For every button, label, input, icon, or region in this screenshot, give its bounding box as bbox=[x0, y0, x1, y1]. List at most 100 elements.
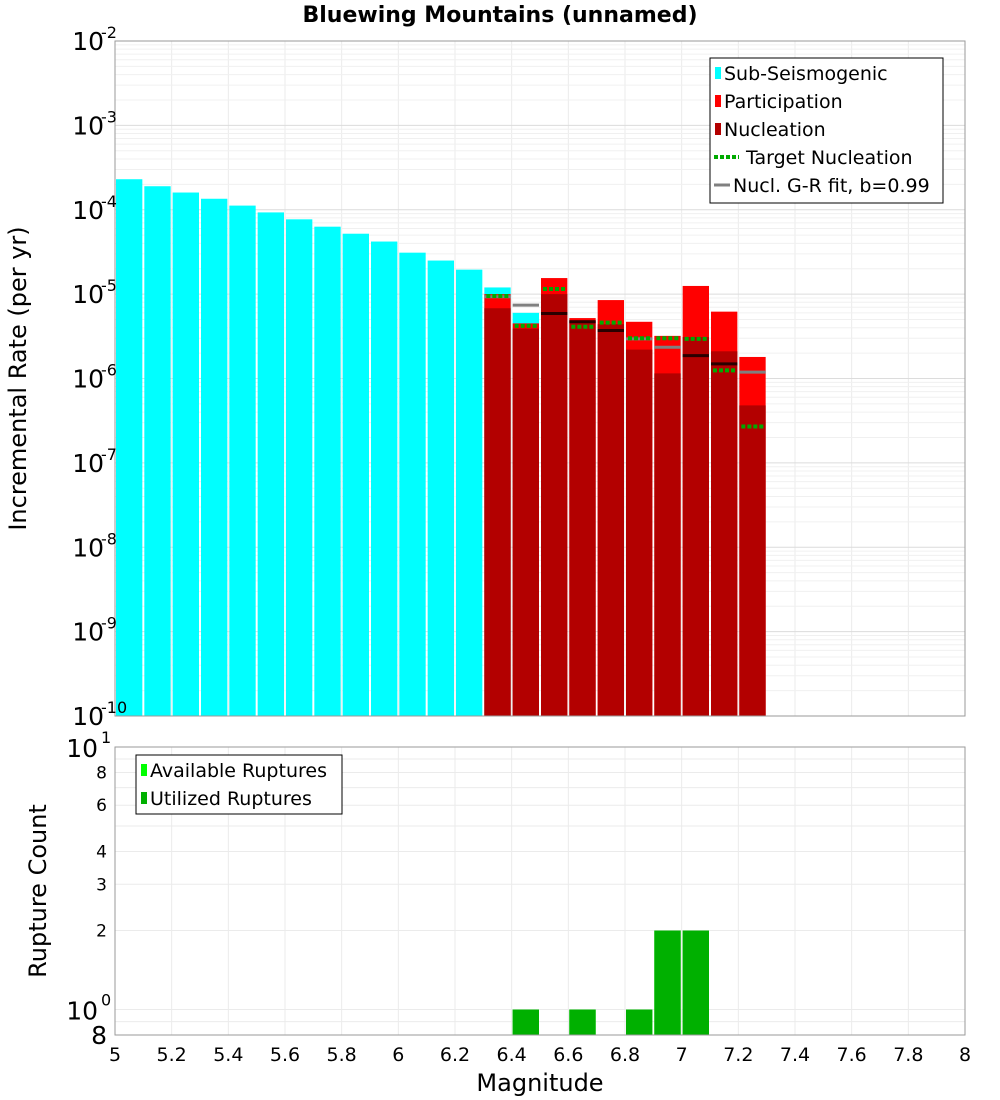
y-tick-label-exponent: -4 bbox=[101, 192, 117, 211]
top-bars bbox=[116, 179, 766, 717]
sub-seismogenic-bar bbox=[399, 252, 426, 716]
y-tick-label-base: 10 bbox=[72, 533, 104, 562]
y-tick-label: 8 bbox=[91, 1021, 107, 1050]
top-legend-box bbox=[709, 57, 944, 204]
x-tick-label: 8 bbox=[959, 1044, 971, 1066]
y-tick-label-base: 10 bbox=[72, 702, 104, 731]
sub-seismogenic-bar bbox=[229, 205, 256, 716]
top-legend: Sub-Seismogenic Participation Nucleation Ta… bbox=[709, 57, 944, 204]
x-tick-label: 5.6 bbox=[270, 1044, 300, 1066]
x-tick-label: 5.8 bbox=[327, 1044, 357, 1066]
sub-seismogenic-bar bbox=[116, 179, 143, 716]
y-tick-label-exponent: 0 bbox=[101, 991, 111, 1010]
sub-seismogenic-bar bbox=[456, 269, 483, 716]
y-tick-label: 2 bbox=[96, 922, 107, 942]
sub-seismogenic-bar bbox=[286, 219, 313, 717]
x-tick-labels: 5 5.2 5.4 5.6 5.8 6 6.2 6.4 6.6 6.8 7 7.2 7.4 7.6 7.8 8 bbox=[109, 1044, 971, 1066]
y-tick-label-exponent: -5 bbox=[101, 276, 117, 295]
x-tick-label: 6.4 bbox=[497, 1044, 527, 1066]
y-tick-label-exponent: 1 bbox=[101, 728, 111, 747]
y-tick-label-base: 10 bbox=[72, 449, 104, 478]
nucleation-bar bbox=[711, 351, 738, 716]
nucleation-bar bbox=[512, 328, 539, 716]
legend-label: Nucl. G-R fit, b=0.99 bbox=[733, 175, 930, 197]
y-tick-label-base: 10 bbox=[72, 618, 104, 647]
x-tick-label: 7.8 bbox=[893, 1044, 923, 1066]
y-tick-label-base: 10 bbox=[72, 365, 104, 394]
top-plot-frame bbox=[114, 40, 966, 717]
y-tick-label-exponent: -10 bbox=[101, 698, 127, 717]
y-tick-label-base: 10 bbox=[72, 111, 104, 140]
top-y-tick-labels: 10-210-310-410-510-610-710-810-910-10 bbox=[72, 23, 127, 731]
y-tick-label-base: 10 bbox=[72, 280, 104, 309]
nucleation-bar bbox=[654, 373, 681, 716]
y-tick-label-exponent: -6 bbox=[101, 361, 117, 380]
y-tick-label: 6 bbox=[96, 796, 107, 816]
chart-title: Bluewing Mountains (unnamed) bbox=[302, 3, 697, 28]
legend-label: Available Ruptures bbox=[150, 760, 327, 782]
x-tick-label: 5.4 bbox=[213, 1044, 243, 1066]
sub-seismogenic-bar bbox=[342, 233, 369, 716]
y-tick-label-base: 10 bbox=[66, 734, 98, 763]
legend-swatch bbox=[141, 792, 147, 804]
x-tick-label: 6.6 bbox=[553, 1044, 583, 1066]
utilized-ruptures-bar bbox=[654, 930, 681, 1035]
bottom-legend-box bbox=[135, 754, 343, 815]
x-tick-label: 7.4 bbox=[780, 1044, 810, 1066]
legend-label: Utilized Ruptures bbox=[150, 788, 312, 810]
top-y-axis-label: Incremental Rate (per yr) bbox=[4, 226, 32, 530]
nucleation-bar bbox=[484, 308, 511, 716]
x-tick-label: 5 bbox=[109, 1044, 121, 1066]
bottom-bars bbox=[512, 930, 709, 1035]
sub-seismogenic-bar bbox=[172, 192, 199, 717]
sub-seismogenic-bar bbox=[427, 260, 454, 716]
nucleation-bar bbox=[569, 320, 596, 716]
sub-seismogenic-bar bbox=[371, 241, 398, 717]
legend-label: Sub-Seismogenic bbox=[724, 63, 888, 85]
y-tick-label: 4 bbox=[96, 842, 107, 862]
nucleation-bar bbox=[739, 405, 766, 716]
y-tick-label-exponent: -2 bbox=[101, 23, 117, 42]
nucleation-bar bbox=[682, 337, 709, 716]
x-tick-label: 7.2 bbox=[723, 1044, 753, 1066]
y-tick-label-exponent: -9 bbox=[101, 614, 117, 633]
legend-swatch bbox=[715, 95, 721, 107]
bottom-plot-frame bbox=[114, 746, 966, 1036]
sub-seismogenic-bar bbox=[314, 226, 341, 716]
x-tick-label: 5.2 bbox=[157, 1044, 187, 1066]
sub-seismogenic-bar bbox=[144, 186, 171, 716]
y-tick-label-exponent: -3 bbox=[101, 107, 117, 126]
utilized-ruptures-bar bbox=[512, 1009, 539, 1035]
y-tick-label-exponent: -7 bbox=[101, 445, 117, 464]
top-fit-lines bbox=[484, 287, 766, 429]
x-tick-label: 6.2 bbox=[440, 1044, 470, 1066]
legend-label: Target Nucleation bbox=[745, 147, 913, 169]
x-tick-label: 6.8 bbox=[610, 1044, 640, 1066]
utilized-ruptures-bar bbox=[682, 930, 709, 1035]
bottom-y-axis-label: Rupture Count bbox=[24, 804, 52, 978]
y-tick-label-base: 10 bbox=[72, 196, 104, 225]
nucleation-bar bbox=[626, 349, 653, 716]
legend-label: Participation bbox=[724, 91, 843, 113]
bottom-legend: Available Ruptures Utilized Ruptures bbox=[135, 754, 343, 815]
y-tick-label-base: 10 bbox=[66, 997, 98, 1026]
sub-seismogenic-bar bbox=[257, 212, 284, 717]
x-tick-label: 7.6 bbox=[837, 1044, 867, 1066]
x-tick-label: 6 bbox=[392, 1044, 404, 1066]
legend-swatch bbox=[715, 67, 721, 79]
sub-seismogenic-bar bbox=[201, 198, 228, 717]
utilized-ruptures-bar bbox=[626, 1009, 653, 1035]
y-tick-label: 8 bbox=[96, 763, 107, 783]
legend-swatch bbox=[141, 764, 147, 776]
y-tick-label: 3 bbox=[96, 875, 107, 895]
legend-swatch bbox=[715, 123, 721, 135]
y-tick-label-base: 10 bbox=[72, 27, 104, 56]
nucleation-bar bbox=[541, 294, 568, 716]
utilized-ruptures-bar bbox=[569, 1009, 596, 1035]
x-tick-label: 7 bbox=[676, 1044, 688, 1066]
x-axis-label: Magnitude bbox=[476, 1069, 603, 1097]
y-tick-label-exponent: -8 bbox=[101, 529, 117, 548]
nucleation-bar bbox=[597, 324, 624, 716]
